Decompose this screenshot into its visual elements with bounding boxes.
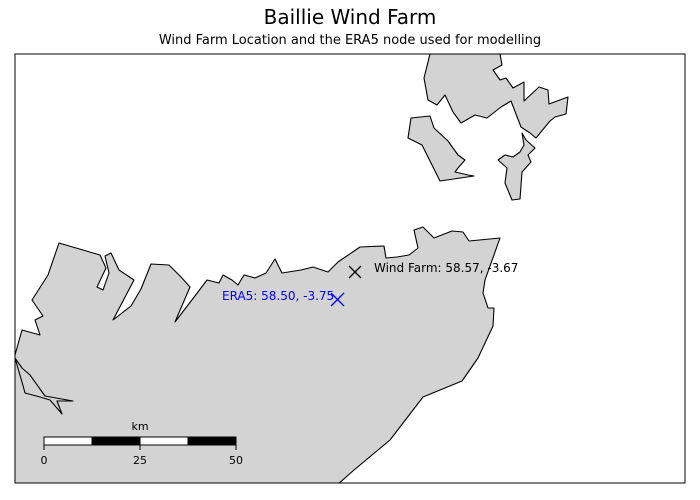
orkney-small-islet (497, 132, 536, 201)
mainland-landmass (15, 226, 501, 483)
wind-farm-label: Wind Farm: 58.57, -3.67 (374, 261, 518, 275)
scale-bar-tick-label: 0 (41, 454, 48, 467)
orkney-mainland (423, 54, 569, 139)
era5-label: ERA5: 58.50, -3.75 (222, 289, 334, 303)
wind-farm-x-icon-stroke (348, 265, 362, 279)
wind-farm-marker[interactable] (348, 265, 362, 279)
era5-marker[interactable] (330, 292, 345, 307)
scale-bar-tick-label: 25 (133, 454, 147, 467)
scale-bar-segment (91, 436, 141, 446)
scale-bar: km 0 25 50 (41, 420, 244, 467)
orkney-south-island (407, 115, 475, 182)
map-frame (14, 53, 686, 484)
map-title: Baillie Wind Farm (263, 5, 437, 29)
scale-bar-segment (139, 436, 189, 446)
scale-bar-segment (187, 436, 237, 446)
scale-bar-segment (43, 436, 93, 446)
scale-bar-unit: km (131, 420, 148, 433)
scale-bar-tick-label: 50 (229, 454, 243, 467)
map-subtitle: Wind Farm Location and the ERA5 node use… (158, 33, 542, 48)
mainland-west-edge (15, 357, 74, 415)
era5-x-icon-stroke (330, 292, 345, 307)
map-land (15, 54, 569, 483)
